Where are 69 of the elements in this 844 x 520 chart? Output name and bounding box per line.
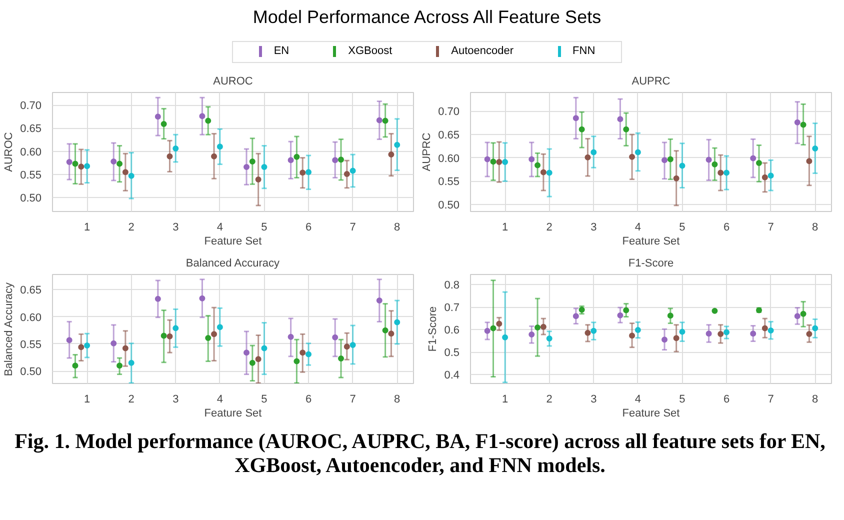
x-tick-label: 4 bbox=[634, 222, 641, 234]
x-tick-label: 4 bbox=[634, 394, 641, 406]
x-tick-label: 1 bbox=[84, 222, 90, 234]
chart-title: AUPRC bbox=[632, 76, 670, 88]
chart-title: F1-Score bbox=[628, 258, 674, 270]
x-tick-label: 1 bbox=[502, 394, 508, 406]
caption: Fig. 1. Model performance (AUROC, AUPRC, BA, F1-score) across all feature sets for EN, XGBoost, Autoencoder, and FNN models. bbox=[14, 429, 826, 477]
x-tick-label: 5 bbox=[679, 394, 686, 406]
x-tick-label: 8 bbox=[394, 394, 400, 406]
x-tick-label: 1 bbox=[502, 222, 508, 234]
y-tick-label: 0.55 bbox=[438, 176, 460, 188]
x-tick-label: 5 bbox=[261, 394, 268, 406]
x-tick-label: 8 bbox=[812, 222, 818, 234]
x-tick-label: 3 bbox=[172, 222, 179, 234]
x-tick-label: 2 bbox=[128, 222, 134, 234]
x-tick-label: 2 bbox=[128, 394, 134, 406]
y-axis-title: Balanced Accuracy bbox=[3, 282, 16, 376]
x-tick-label: 7 bbox=[768, 222, 774, 234]
y-tick-label: 0.65 bbox=[20, 284, 42, 297]
x-tick-label: 5 bbox=[261, 222, 268, 234]
y-tick-label: 0.60 bbox=[20, 312, 42, 324]
x-tick-label: 6 bbox=[723, 222, 730, 234]
x-axis-title: Feature Set bbox=[622, 408, 680, 420]
chart-title: Balanced Accuracy bbox=[186, 258, 280, 270]
y-tick-label: 0.50 bbox=[438, 200, 460, 212]
x-tick-label: 8 bbox=[812, 394, 818, 406]
x-tick-label: 1 bbox=[84, 394, 90, 406]
y-tick-label: 0.6 bbox=[444, 324, 460, 337]
y-tick-label: 0.7 bbox=[444, 302, 460, 314]
y-tick-label: 0.8 bbox=[444, 280, 460, 292]
x-axis-title: Feature Set bbox=[204, 236, 262, 248]
x-tick-label: 6 bbox=[305, 394, 312, 406]
x-tick-label: 7 bbox=[350, 222, 356, 234]
x-tick-label: 4 bbox=[216, 394, 223, 406]
y-tick-label: 0.55 bbox=[20, 169, 42, 182]
legend-label: XGBoost bbox=[347, 45, 392, 57]
y-tick-label: 0.65 bbox=[20, 123, 42, 136]
y-tick-label: 0.60 bbox=[20, 146, 42, 158]
y-tick-label: 0.4 bbox=[444, 370, 460, 382]
legend-label: EN bbox=[272, 45, 290, 57]
y-axis-title: AUPRC bbox=[421, 132, 434, 172]
y-tick-label: 0.65 bbox=[438, 130, 460, 142]
text: Model Performance Across All Feature Sets bbox=[252, 6, 602, 29]
y-tick-label: 0.70 bbox=[20, 100, 42, 112]
x-tick-label: 6 bbox=[723, 394, 730, 406]
legend-label: FNN bbox=[572, 45, 596, 57]
legend-label: Autoencoder bbox=[450, 45, 514, 57]
x-tick-label: 7 bbox=[768, 394, 774, 406]
x-tick-label: 2 bbox=[546, 222, 552, 234]
chart-title: AUROC bbox=[213, 76, 253, 88]
y-tick-label: 0.50 bbox=[20, 366, 42, 378]
x-tick-label: 6 bbox=[305, 222, 312, 234]
y-tick-label: 0.50 bbox=[20, 192, 42, 205]
x-tick-label: 7 bbox=[350, 394, 356, 406]
x-tick-label: 8 bbox=[394, 222, 400, 234]
x-tick-label: 5 bbox=[679, 222, 686, 234]
x-tick-label: 3 bbox=[590, 222, 597, 234]
x-tick-label: 2 bbox=[546, 394, 552, 406]
y-axis-title: AUROC bbox=[3, 132, 16, 172]
y-tick-label: 0.60 bbox=[438, 152, 460, 165]
x-axis-title: Feature Set bbox=[622, 236, 680, 248]
y-tick-label: 0.55 bbox=[20, 338, 42, 351]
y-axis-title: F1-Score bbox=[427, 306, 440, 352]
y-tick-label: 0.5 bbox=[444, 347, 460, 360]
x-tick-label: 3 bbox=[172, 394, 179, 406]
y-tick-label: 0.70 bbox=[438, 106, 460, 118]
x-tick-label: 4 bbox=[216, 222, 223, 234]
x-axis-title: Feature Set bbox=[204, 408, 262, 420]
x-tick-label: 3 bbox=[590, 394, 597, 406]
